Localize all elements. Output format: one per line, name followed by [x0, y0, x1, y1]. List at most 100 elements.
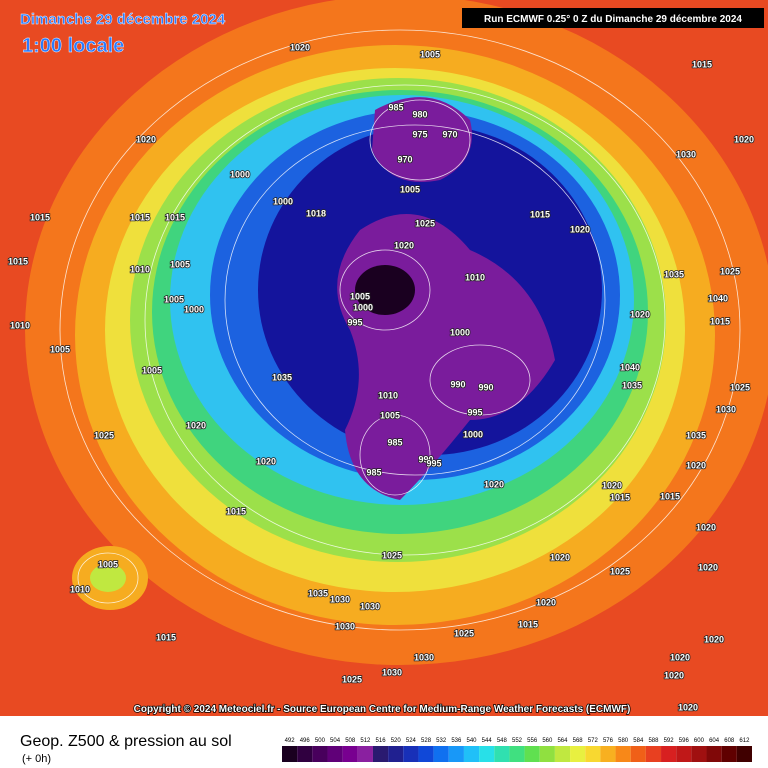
colorbar-label: 560 — [542, 738, 553, 744]
color-cell — [463, 746, 480, 762]
colorbar-label: 524 — [406, 738, 417, 744]
pressure-label: 1005 — [164, 294, 184, 304]
pressure-label: 1020 — [678, 702, 698, 712]
pressure-label: 970 — [397, 154, 412, 164]
color-cell — [494, 746, 510, 762]
run-info: Run ECMWF 0.25° 0 Z du Dimanche 29 décem… — [484, 14, 742, 25]
pressure-label: 970 — [442, 129, 457, 139]
pressure-label: 1020 — [734, 134, 754, 144]
color-cell — [388, 746, 404, 762]
colorbar-label: 592 — [664, 738, 675, 744]
pressure-label: 1025 — [415, 218, 435, 228]
color-cell — [297, 746, 313, 762]
pressure-label: 990 — [478, 382, 493, 392]
color-cell — [645, 746, 662, 762]
colorbar-label: 516 — [376, 738, 387, 744]
pressure-label: 1015 — [660, 491, 680, 501]
color-cell — [282, 746, 298, 762]
pressure-label: 1005 — [350, 291, 370, 301]
color-cell — [357, 746, 373, 762]
pressure-label: 1010 — [130, 264, 150, 274]
pressure-label: 1020 — [630, 309, 650, 319]
colorbar-label: 544 — [482, 738, 493, 744]
pressure-label: 1005 — [98, 559, 118, 569]
colorbar-label: 492 — [285, 738, 296, 744]
pressure-label: 1015 — [226, 506, 246, 516]
pressure-label: 1020 — [550, 552, 570, 562]
colorbar-label: 528 — [421, 738, 432, 744]
pressure-label: 985 — [387, 437, 402, 447]
colorbar-label: 588 — [648, 738, 659, 744]
legend-title: Geop. Z500 & pression au sol — [20, 733, 232, 750]
pressure-label: 1025 — [720, 266, 740, 276]
pressure-label: 995 — [467, 407, 482, 417]
pressure-label: 985 — [388, 102, 403, 112]
color-cell — [418, 746, 434, 762]
pressure-label: 1010 — [10, 320, 30, 330]
color-cell — [342, 746, 358, 762]
pressure-label: 1010 — [378, 390, 398, 400]
colorbar-label: 568 — [573, 738, 584, 744]
pressure-label: 1030 — [335, 621, 355, 631]
colorbar-label: 600 — [694, 738, 705, 744]
pressure-label: 1020 — [696, 522, 716, 532]
pressure-label: 1020 — [394, 240, 414, 250]
colorbar-label: 552 — [512, 738, 523, 744]
pressure-label: 995 — [426, 458, 441, 468]
pressure-label: 995 — [347, 317, 362, 327]
pressure-label: 1005 — [400, 184, 420, 194]
colorbar-label: 572 — [588, 738, 599, 744]
color-cell — [585, 746, 601, 762]
colorbar-label: 596 — [679, 738, 690, 744]
pressure-label: 1015 — [530, 209, 550, 219]
pressure-label: 1000 — [184, 304, 204, 314]
pressure-label: 1015 — [710, 316, 730, 326]
colorbar-label: 504 — [330, 738, 341, 744]
pressure-label: 1030 — [414, 652, 434, 662]
color-cell — [615, 746, 631, 762]
colorbar-label: 564 — [557, 738, 568, 744]
pressure-label: 1020 — [664, 670, 684, 680]
color-cell — [600, 746, 616, 762]
color-cell — [721, 746, 737, 762]
pressure-label: 1030 — [716, 404, 736, 414]
pressure-label: 1000 — [463, 429, 483, 439]
date: Dimanche 29 décembre 2024 — [20, 11, 226, 28]
pressure-label: 1000 — [450, 327, 470, 337]
color-cell — [676, 746, 692, 762]
copyright: Copyright © 2024 Meteociel.fr - Source E… — [134, 704, 631, 715]
pressure-label: 1015 — [156, 632, 176, 642]
pressure-label: 1025 — [382, 550, 402, 560]
color-cell — [554, 746, 571, 762]
pressure-label: 1005 — [420, 49, 440, 59]
color-cell — [372, 746, 389, 762]
colorbar-label: 532 — [436, 738, 447, 744]
band — [90, 564, 126, 592]
low-core — [355, 265, 415, 315]
colorbar-label: 548 — [497, 738, 508, 744]
pressure-label: 1025 — [730, 382, 750, 392]
color-cell — [479, 746, 495, 762]
colorbar-label: 608 — [724, 738, 735, 744]
pressure-label: 1020 — [602, 480, 622, 490]
run-box — [462, 8, 764, 28]
pressure-label: 1025 — [454, 628, 474, 638]
pressure-label: 990 — [418, 454, 433, 464]
pressure-label: 1020 — [570, 224, 590, 234]
pressure-label: 1030 — [382, 667, 402, 677]
pressure-label: 1020 — [704, 634, 724, 644]
pressure-label: 1005 — [380, 410, 400, 420]
pressure-label: 1000 — [230, 169, 250, 179]
pressure-label: 1025 — [342, 674, 362, 684]
colorbar-label: 496 — [300, 738, 311, 744]
pressure-label: 1020 — [686, 460, 706, 470]
pressure-label: 1020 — [698, 562, 718, 572]
colorbar-label: 584 — [633, 738, 644, 744]
colorbar-label: 508 — [345, 738, 356, 744]
pressure-label: 1030 — [330, 594, 350, 604]
pressure-label: 1010 — [465, 272, 485, 282]
colorbar-label: 500 — [315, 738, 326, 744]
